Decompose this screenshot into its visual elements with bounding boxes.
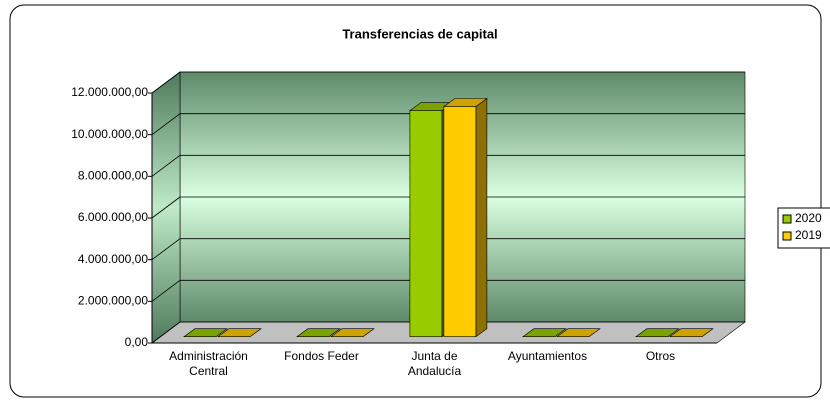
- bar-top: [182, 328, 228, 338]
- x-tick-label: Ayuntamientos: [507, 349, 588, 363]
- bar: [409, 110, 443, 338]
- x-tick-label: Otros: [645, 349, 676, 363]
- y-tick-label: 8.000.000,00: [78, 169, 148, 183]
- legend-swatch: [782, 214, 792, 224]
- bar-side: [475, 97, 488, 338]
- grid-line: [151, 196, 181, 219]
- y-tick-label: 4.000.000,00: [78, 252, 148, 266]
- legend-swatch: [782, 231, 792, 241]
- legend-label: 2019: [795, 228, 822, 242]
- y-tick-label: 6.000.000,00: [78, 210, 148, 224]
- grid-line: [151, 238, 181, 260]
- x-tick-label: Fondos Feder: [284, 349, 359, 363]
- bar-top: [216, 328, 262, 338]
- bar: [443, 106, 477, 337]
- x-tick-label: Junta de Andalucía: [407, 349, 462, 378]
- legend-label: 2020: [795, 211, 822, 225]
- bar-top: [295, 328, 341, 338]
- x-tick-label: Administración Central: [169, 349, 248, 378]
- grid-line: [151, 321, 181, 344]
- bar-top: [634, 328, 680, 338]
- chart-title: Transferencias de capital: [342, 26, 497, 41]
- y-tick-label: 10.000.000,00: [71, 127, 148, 141]
- y-tick-label: 0,00: [125, 335, 149, 349]
- bar-top: [668, 328, 714, 338]
- bar-top: [521, 328, 567, 338]
- bar-top: [442, 98, 488, 107]
- grid-line: [151, 280, 181, 302]
- bar-top: [329, 328, 375, 338]
- y-tick-label: 12.000.000,00: [71, 85, 148, 99]
- grid-line: [151, 155, 181, 177]
- grid-line: [151, 113, 181, 135]
- bar-top: [555, 328, 601, 338]
- y-tick-label: 2.000.000,00: [78, 294, 148, 308]
- grid-line: [151, 71, 181, 94]
